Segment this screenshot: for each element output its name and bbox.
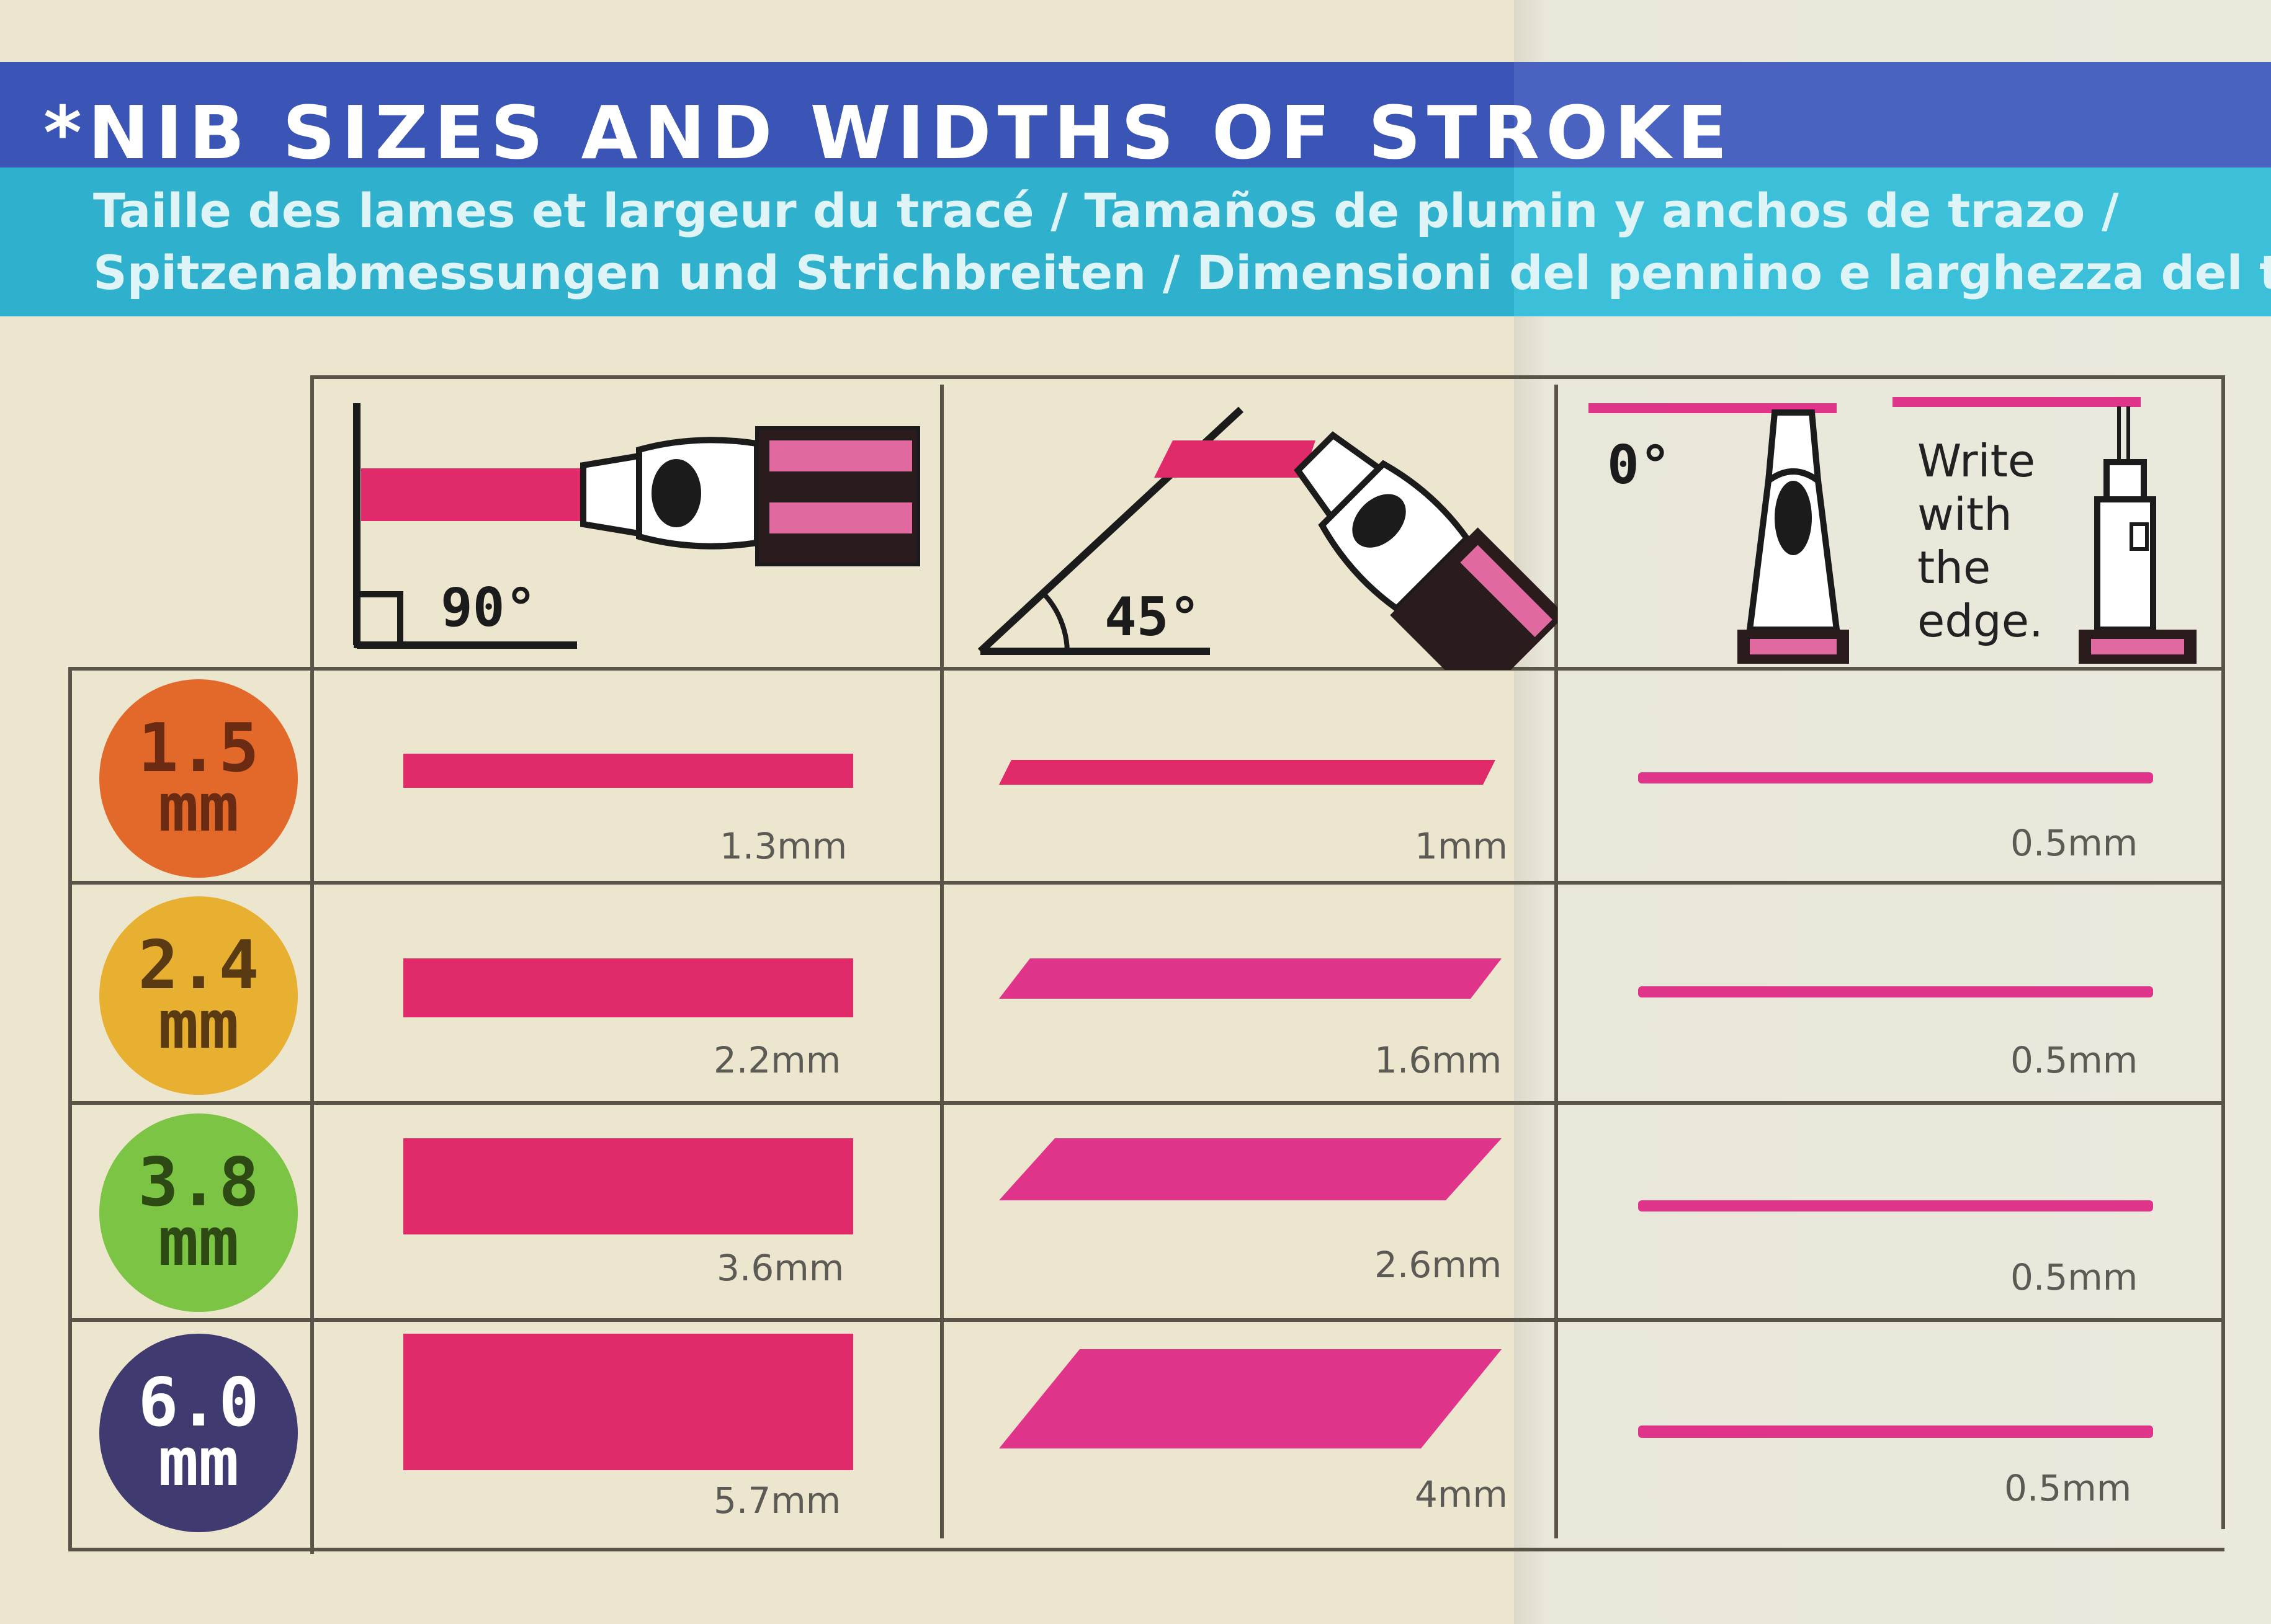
grid-line	[310, 375, 314, 1554]
grid-line	[68, 1101, 2224, 1105]
nib-badge-1-5: 1.5 mm	[99, 679, 298, 878]
edge-note-line: with	[1917, 488, 2012, 540]
grid-line	[940, 385, 944, 1538]
stroke-0-row4	[1638, 1425, 2153, 1438]
edge-note-line: Write	[1917, 435, 2036, 487]
width-0-row3: 0.5mm	[2010, 1256, 2138, 1298]
nib-badge-6-0: 6.0 mm	[99, 1334, 298, 1532]
width-90-row3: 3.6mm	[717, 1247, 844, 1289]
nib-90-illustration	[353, 403, 920, 649]
stroke-90-row4	[403, 1334, 853, 1470]
width-45-row4: 4mm	[1415, 1473, 1508, 1515]
grid-line	[68, 667, 2224, 671]
stroke-45-row2	[999, 958, 1502, 999]
grid-line	[68, 881, 2224, 885]
edge-note: Write with the edge.	[1917, 434, 2043, 648]
nib-size-unit: mm	[158, 769, 240, 847]
width-45-row2: 1.6mm	[1374, 1039, 1502, 1081]
angle-0-label: 0°	[1607, 434, 1672, 496]
width-0-row1: 0.5mm	[2010, 822, 2138, 864]
grid-line	[1554, 385, 1558, 1538]
stroke-45-row1	[999, 760, 1495, 785]
stroke-45-row3	[999, 1138, 1502, 1200]
edge-note-line: edge.	[1917, 595, 2043, 647]
edge-note-line: the	[1917, 542, 1991, 594]
width-90-row1: 1.3mm	[720, 825, 848, 867]
width-90-row2: 2.2mm	[714, 1039, 841, 1081]
grid-line	[2221, 375, 2225, 1529]
title-band	[0, 62, 2271, 186]
width-45-row1: 1mm	[1415, 825, 1508, 867]
nib-badge-2-4: 2.4 mm	[99, 896, 298, 1095]
stroke-0-row1	[1638, 772, 2153, 783]
nib-size-unit: mm	[158, 1203, 240, 1281]
subtitle: Taille des lames et largeur du tracé / T…	[93, 180, 2271, 304]
nib-size-number: 3.8	[138, 1144, 259, 1221]
grid-line	[68, 1318, 2224, 1322]
nib-0-illustration	[1588, 397, 2197, 664]
subtitle-line-2: Spitzenabmessungen und Strichbreiten / D…	[93, 245, 2271, 300]
stroke-90-row1	[403, 754, 853, 788]
nib-size-unit: mm	[158, 1424, 240, 1501]
nib-45-illustration	[977, 406, 1557, 670]
nib-badge-3-8: 3.8 mm	[99, 1113, 298, 1312]
subtitle-band	[0, 167, 2271, 316]
width-0-row4: 0.5mm	[2004, 1467, 2132, 1509]
nib-size-number: 1.5	[138, 710, 259, 787]
nib-size-number: 2.4	[138, 927, 259, 1004]
stroke-90-row3	[403, 1138, 853, 1234]
width-90-row4: 5.7mm	[714, 1479, 841, 1522]
angle-90-label: 90°	[441, 577, 537, 639]
stroke-0-row2	[1638, 986, 2153, 997]
nib-size-unit: mm	[158, 986, 240, 1064]
nib-size-number: 6.0	[138, 1364, 259, 1442]
stroke-45-row4	[999, 1349, 1502, 1448]
angle-45-label: 45°	[1104, 586, 1201, 648]
grid-line	[68, 667, 72, 1551]
stroke-0-row3	[1638, 1200, 2153, 1211]
subtitle-line-1: Taille des lames et largeur du tracé / T…	[93, 183, 2119, 238]
width-0-row2: 0.5mm	[2010, 1039, 2138, 1081]
stroke-90-row2	[403, 958, 853, 1017]
grid-line	[310, 375, 2224, 379]
width-45-row3: 2.6mm	[1374, 1244, 1502, 1286]
grid-line	[68, 1548, 2224, 1551]
page-title: *NIB SIZES AND WIDTHS OF STROKE	[43, 90, 1734, 176]
